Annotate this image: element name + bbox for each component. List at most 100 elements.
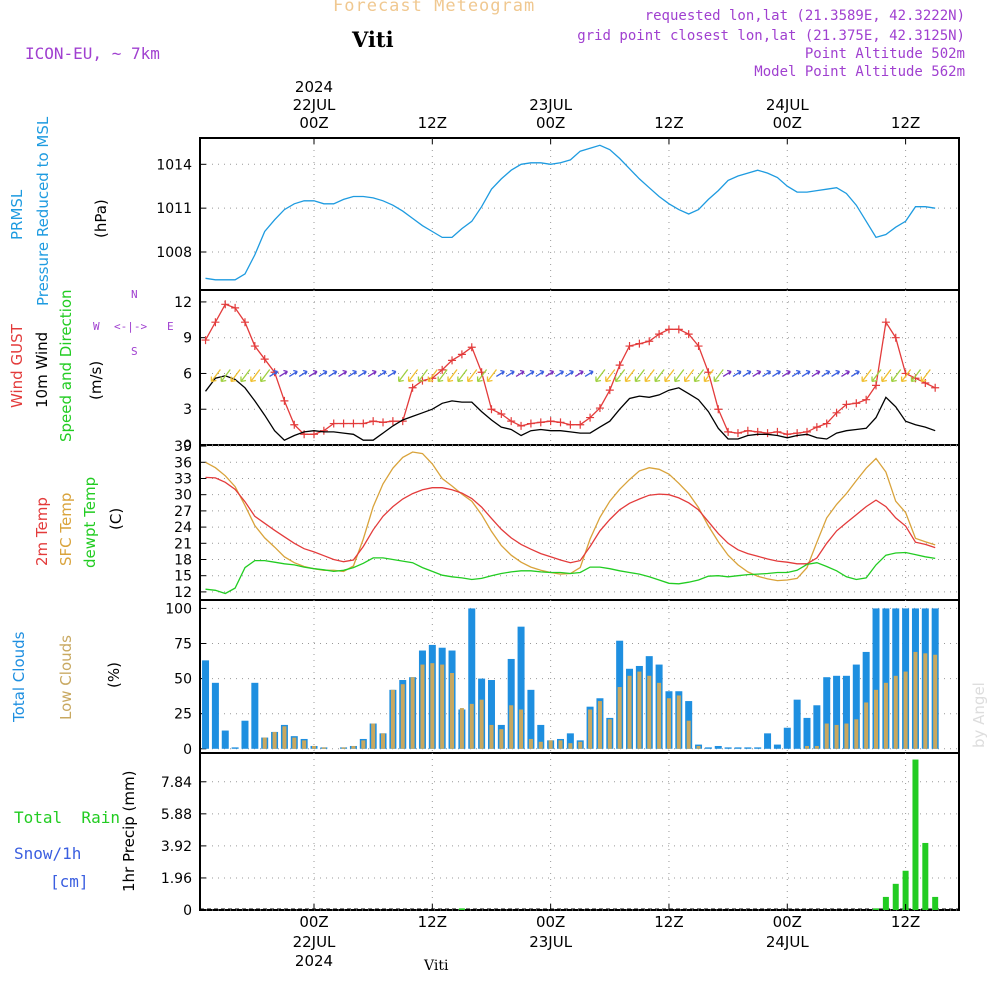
ytick-label: 6 bbox=[183, 366, 192, 382]
rain-bar bbox=[892, 883, 899, 910]
gust-marker bbox=[379, 418, 388, 427]
total-cloud-bar bbox=[754, 747, 762, 749]
wind-arrow bbox=[595, 369, 606, 383]
gust-marker bbox=[714, 405, 723, 414]
location-title: Viti bbox=[352, 27, 394, 52]
low-cloud-bar bbox=[400, 684, 405, 749]
gust-marker bbox=[359, 419, 368, 428]
rain-bar bbox=[882, 896, 889, 910]
gust-marker bbox=[763, 429, 772, 438]
bottom-time-label: 00Z bbox=[536, 913, 565, 931]
low-cloud-bar bbox=[312, 745, 316, 749]
ytick-label: 21 bbox=[174, 536, 192, 552]
low-cloud-bar bbox=[479, 699, 484, 749]
wind-arrow bbox=[545, 369, 555, 378]
bottom-date-label: 23JUL bbox=[529, 933, 572, 951]
low-cloud-bar bbox=[647, 675, 652, 749]
rain-bar bbox=[912, 759, 919, 910]
ytick-label: 30 bbox=[174, 488, 192, 504]
low-cloud-bar bbox=[588, 709, 593, 749]
low-cloud-bar bbox=[440, 664, 445, 749]
ytick-label: 1008 bbox=[156, 245, 192, 261]
gust-marker bbox=[467, 343, 476, 352]
wind-arrow bbox=[742, 369, 752, 378]
ytick-label: 1011 bbox=[156, 201, 192, 217]
gust-marker bbox=[349, 419, 358, 428]
wind-arrow bbox=[387, 369, 397, 378]
wind-arrow bbox=[674, 369, 685, 383]
ytick-label: 5.88 bbox=[161, 807, 192, 823]
low-cloud-bar bbox=[578, 741, 583, 749]
low-cloud-bar bbox=[381, 733, 386, 749]
gust-marker bbox=[250, 342, 259, 351]
wind-arrow bbox=[308, 369, 318, 378]
wind-arrow bbox=[476, 369, 488, 383]
gust-marker bbox=[319, 426, 328, 435]
gust-marker bbox=[448, 356, 457, 365]
total-cloud-bar bbox=[803, 717, 811, 749]
wind-arrow bbox=[515, 369, 525, 378]
gust-marker bbox=[655, 330, 664, 339]
low-cloud-bar bbox=[548, 740, 553, 749]
wind-arrow bbox=[230, 369, 241, 383]
gust-marker bbox=[310, 430, 318, 439]
top-year-label: 2024 bbox=[295, 78, 333, 96]
wind-arrow bbox=[624, 369, 636, 383]
wind-arrow bbox=[377, 369, 387, 378]
wind-arrow bbox=[348, 369, 357, 378]
gust-marker bbox=[546, 417, 555, 426]
wind-arrow bbox=[298, 369, 308, 378]
gust-marker bbox=[931, 383, 940, 392]
wind-arrow bbox=[772, 369, 781, 378]
ytick-label: 12 bbox=[174, 295, 192, 311]
low-cloud-bar bbox=[499, 729, 504, 749]
wind-arrow bbox=[732, 369, 742, 378]
wind-arrow bbox=[920, 369, 931, 383]
gust-marker bbox=[438, 365, 447, 374]
compass-arrows: <-|-> bbox=[114, 320, 148, 333]
gust-marker bbox=[487, 405, 496, 414]
gust-marker bbox=[595, 404, 604, 413]
wind-arrow bbox=[910, 369, 921, 383]
panel-frame-1 bbox=[199, 289, 960, 446]
total-cloud-bar bbox=[852, 664, 860, 749]
low-cloud-bar bbox=[597, 701, 602, 749]
temp2m-line bbox=[205, 476, 936, 565]
gust-marker bbox=[211, 318, 220, 327]
total-cloud-bar bbox=[744, 747, 752, 749]
ytick-label: 36 bbox=[174, 455, 192, 471]
low-cloud-bar bbox=[814, 745, 819, 749]
rain-bar bbox=[873, 908, 880, 910]
gust-marker bbox=[457, 350, 466, 359]
ytick-label: 25 bbox=[174, 707, 192, 723]
gust-marker bbox=[881, 318, 890, 327]
wind-arrow bbox=[861, 369, 872, 383]
compass-s: S bbox=[131, 345, 138, 358]
gust-marker bbox=[743, 426, 752, 435]
total-cloud-bar bbox=[468, 608, 476, 749]
wind-arrow bbox=[437, 369, 448, 383]
gust-marker bbox=[221, 300, 230, 309]
top-date-label: 23JUL bbox=[529, 96, 572, 114]
bottom-time-label: 12Z bbox=[654, 913, 683, 931]
low-cloud-bar bbox=[371, 723, 376, 749]
low-cloud-bar bbox=[854, 719, 859, 749]
wind-arrow bbox=[279, 369, 288, 378]
total-cloud-bar bbox=[714, 745, 722, 749]
low-cloud-bar bbox=[883, 682, 888, 749]
low-cloud-bar bbox=[617, 687, 622, 749]
gust-line bbox=[204, 303, 936, 435]
low-cloud-bar bbox=[696, 745, 701, 749]
wind-arrow bbox=[328, 369, 338, 378]
low-cloud-bar bbox=[933, 654, 938, 749]
gridpoint-coords: grid point closest lon,lat (21.375E, 42.… bbox=[577, 28, 965, 44]
wind-arrow bbox=[752, 369, 762, 378]
gust-marker bbox=[872, 381, 881, 390]
top-date-label: 22JUL bbox=[293, 96, 336, 114]
low-cloud-bar bbox=[361, 740, 366, 749]
wind-arrow bbox=[505, 369, 515, 378]
compass-e: E bbox=[167, 320, 174, 333]
total-cloud-bar bbox=[842, 675, 850, 749]
snow-unit: [cm] bbox=[50, 872, 89, 891]
